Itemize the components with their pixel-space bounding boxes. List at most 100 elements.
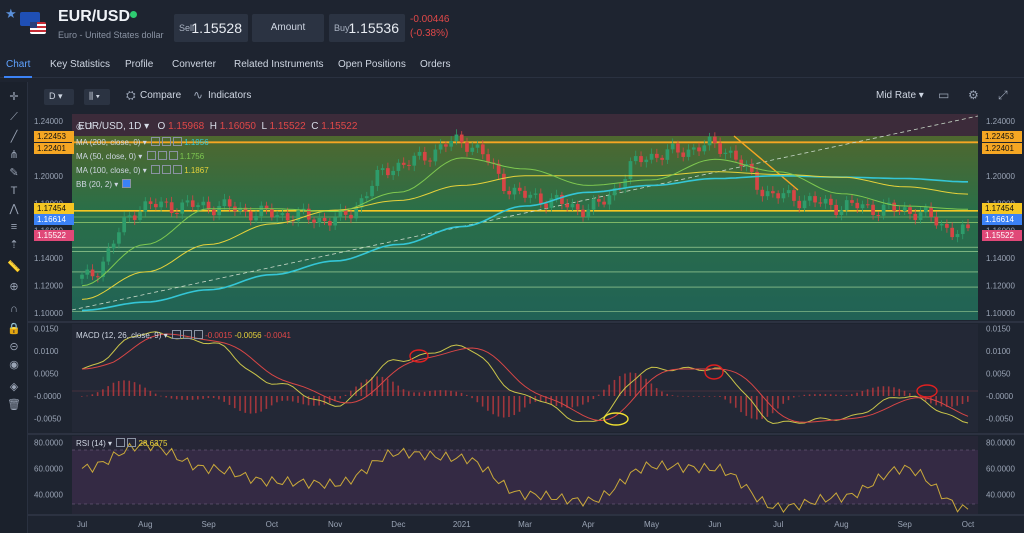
candle-body bbox=[401, 162, 406, 165]
macd-hist-bar bbox=[687, 396, 690, 397]
settings-icon[interactable]: ⚙ bbox=[968, 88, 979, 102]
macd-hist-bar bbox=[297, 396, 299, 403]
amount-input[interactable]: Amount bbox=[252, 14, 324, 42]
candle-body bbox=[238, 207, 243, 212]
macd-hist-bar bbox=[829, 394, 832, 396]
layers-icon[interactable]: ◈ bbox=[9, 381, 19, 393]
arrow-icon[interactable]: ⇡ bbox=[9, 239, 19, 251]
candle-body bbox=[844, 200, 849, 211]
indicators-icon[interactable]: ∿ bbox=[193, 88, 204, 102]
macd-hist-bar bbox=[160, 395, 162, 397]
candle-body bbox=[797, 200, 802, 209]
ma50-legend[interactable]: MA (50, close, 0) ▾ 1.1756 bbox=[76, 151, 205, 161]
candle-body bbox=[180, 202, 185, 214]
candle-body bbox=[823, 198, 828, 204]
star-icon[interactable]: ★ bbox=[5, 6, 17, 21]
macd-hist-bar bbox=[566, 396, 568, 408]
bb-legend[interactable]: BB (20, 2) ▾ bbox=[76, 179, 132, 189]
macd-hist-bar bbox=[508, 396, 510, 418]
fullscreen-icon[interactable]: ⤢ bbox=[998, 88, 1008, 102]
buy-button[interactable]: Buy 1.15536 bbox=[329, 14, 405, 42]
interval-select[interactable]: D ▾ bbox=[44, 89, 74, 105]
chart-type-select[interactable]: ⫼ ▾ bbox=[84, 89, 110, 105]
lock-all-icon[interactable]: ⊝ bbox=[9, 341, 19, 353]
rsi-legend[interactable]: RSI (14) ▾ 28.6375 bbox=[76, 438, 168, 448]
ma50-value: 1.1756 bbox=[179, 152, 205, 161]
candle-body bbox=[111, 243, 116, 249]
candle-body bbox=[259, 205, 264, 217]
macd-legend[interactable]: MACD (12, 26, close, 9) ▾ -0.0015 -0.005… bbox=[76, 330, 291, 340]
ma200-legend[interactable]: MA (200, close, 0) ▾ 1.1956 bbox=[76, 137, 209, 147]
tab-orders[interactable]: Orders bbox=[420, 59, 451, 70]
rsi-axis-left-label: 60.0000 bbox=[34, 465, 63, 474]
candle-body bbox=[364, 196, 369, 199]
macd-hist-bar bbox=[360, 382, 363, 396]
text-tool-icon[interactable]: T bbox=[10, 185, 18, 197]
candle-body bbox=[723, 152, 728, 154]
macd-hist-bar bbox=[244, 396, 247, 413]
tab-key-statistics[interactable]: Key Statistics bbox=[50, 59, 111, 70]
macd-hist-bar bbox=[576, 396, 579, 407]
candle-body bbox=[570, 204, 575, 208]
candle-body bbox=[254, 216, 258, 221]
macd-hist-bar bbox=[429, 391, 431, 396]
right-tag-3: 1.17454 bbox=[982, 203, 1022, 214]
ma100-legend[interactable]: MA (100, close, 0) ▾ 1.1867 bbox=[76, 165, 209, 175]
lock-icon[interactable]: 🔒 bbox=[7, 323, 21, 335]
indicators-button[interactable]: Indicators bbox=[208, 90, 252, 101]
candle-body bbox=[396, 162, 401, 171]
macd-hist-bar bbox=[207, 396, 210, 399]
rsi-axis-right-label: 60.0000 bbox=[986, 465, 1015, 474]
price-axis-left-label: 1.12000 bbox=[34, 282, 63, 291]
price-axis-right-label: 1.14000 bbox=[986, 254, 1015, 263]
ruler-icon[interactable]: 📏 bbox=[7, 261, 21, 273]
x-axis-label: Jul bbox=[77, 520, 87, 529]
magnet-icon[interactable]: ∩ bbox=[10, 303, 18, 315]
legend-settings-icon[interactable]: ◎ bbox=[76, 122, 83, 131]
candle-body bbox=[612, 188, 617, 196]
compare-icon[interactable]: ⛭ bbox=[126, 88, 136, 102]
macd-hist-bar bbox=[529, 396, 531, 404]
tab-converter[interactable]: Converter bbox=[172, 59, 216, 70]
x-axis-label: Aug bbox=[834, 520, 848, 529]
series-title[interactable]: EUR/USD, 1D bbox=[78, 121, 142, 132]
macd-hist-bar bbox=[850, 394, 853, 396]
tab-open-positions[interactable]: Open Positions bbox=[338, 59, 406, 70]
crosshair-icon[interactable]: ✛ bbox=[9, 91, 19, 103]
trash-icon[interactable]: 🗑 bbox=[7, 399, 21, 411]
ohlc-close: 1.15522 bbox=[321, 121, 358, 132]
candle-body bbox=[887, 202, 891, 205]
candle-body bbox=[876, 214, 881, 216]
eye-icon[interactable]: ◉ bbox=[9, 359, 19, 371]
patterns-icon[interactable]: ⋀ bbox=[9, 203, 19, 215]
macd-hist-bar bbox=[191, 396, 194, 400]
macd-hist-bar bbox=[307, 396, 310, 406]
pitchfork-icon[interactable]: ⋔ bbox=[9, 149, 19, 161]
chart-area[interactable]: 1.240001.240001.220001.220001.200001.200… bbox=[28, 110, 1024, 533]
candle-body bbox=[117, 232, 121, 244]
macd-hist-bar bbox=[402, 389, 405, 396]
candle-body bbox=[190, 200, 195, 207]
macd-hist-bar bbox=[560, 396, 563, 408]
orange-trendline bbox=[733, 135, 799, 191]
brush-icon[interactable]: ✎ bbox=[9, 167, 19, 179]
sell-button[interactable]: Sell 1.15528 bbox=[174, 14, 248, 42]
tab-related-instruments[interactable]: Related Instruments bbox=[234, 59, 324, 70]
rsi-value: 28.6375 bbox=[138, 439, 168, 448]
trend-line-icon[interactable]: ⟋ bbox=[10, 111, 18, 123]
ray-icon[interactable]: ╱ bbox=[10, 131, 18, 143]
candle-body bbox=[913, 213, 918, 220]
candle-body bbox=[829, 198, 833, 205]
camera-icon[interactable]: ▭ bbox=[938, 88, 950, 102]
macd-hist-bar bbox=[940, 396, 943, 407]
fib-icon[interactable]: ≡ bbox=[10, 221, 18, 233]
rate-mode-select[interactable]: Mid Rate ▾ bbox=[876, 90, 924, 101]
rsi-axis-left-label: 40.0000 bbox=[34, 491, 63, 500]
candle-body bbox=[860, 204, 865, 209]
macd-hist-bar bbox=[476, 396, 479, 403]
legend-visibility-icon[interactable]: ☐ bbox=[85, 122, 93, 131]
tab-chart[interactable]: Chart bbox=[3, 59, 33, 78]
tab-profile[interactable]: Profile bbox=[125, 59, 154, 70]
zoom-icon[interactable]: ⊕ bbox=[9, 281, 19, 293]
compare-button[interactable]: Compare bbox=[140, 90, 182, 101]
